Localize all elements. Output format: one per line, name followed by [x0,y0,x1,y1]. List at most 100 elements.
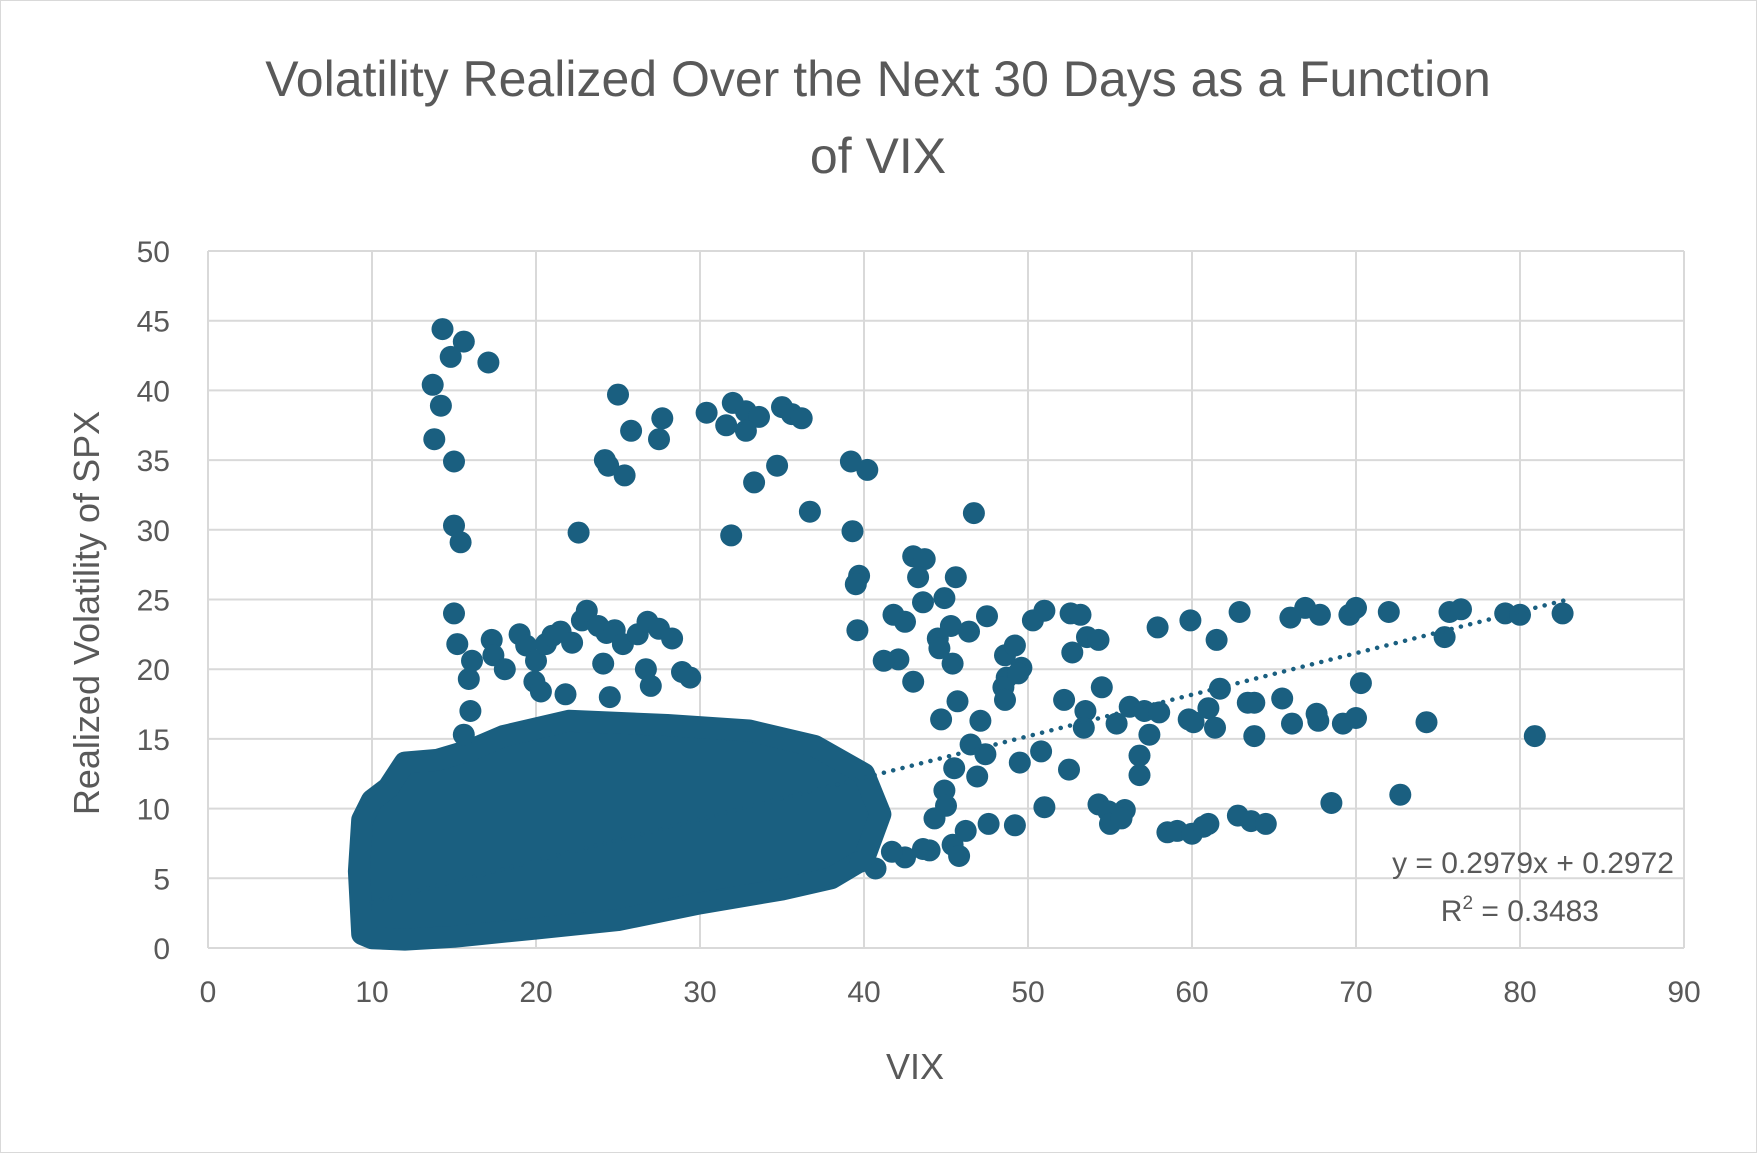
data-point [1205,628,1228,651]
y-tick-label: 20 [137,654,170,687]
data-point [1090,676,1113,699]
data-point [977,812,1000,835]
x-tick-label: 0 [200,976,217,1009]
data-point [841,520,864,543]
data-point [567,521,590,544]
data-point [477,351,500,374]
chart-title-line-2: of VIX [810,128,946,184]
y-tick-label: 10 [137,794,170,827]
data-point [962,502,985,525]
data-point [1243,691,1266,714]
data-point [431,318,454,341]
data-point [974,743,997,766]
data-point [561,631,584,654]
data-point [1243,725,1266,748]
data-point [459,700,482,722]
data-point [607,383,629,406]
data-point [446,633,469,656]
data-point [529,680,552,703]
data-point [958,620,980,643]
y-tick-label: 30 [137,515,170,548]
y-tick-label: 15 [137,724,170,757]
data-point [1450,598,1472,621]
data-point [1128,744,1151,767]
data-point [856,458,879,481]
data-point [954,819,977,842]
data-point [1003,634,1026,657]
data-point [421,373,444,396]
data-point [846,619,869,642]
y-tick-label: 25 [137,585,170,618]
data-point [913,548,936,571]
data-point [429,394,452,417]
x-tick-label: 90 [1667,976,1700,1009]
data-point [1061,641,1084,664]
data-point [1053,688,1076,711]
data-point [941,652,964,675]
data-point [930,708,953,731]
data-point [844,573,867,596]
x-tick-label: 40 [847,976,880,1009]
trendline-layer [369,596,1572,905]
data-point [1074,700,1097,722]
x-tick-label: 60 [1175,976,1208,1009]
x-tick-label: 10 [355,976,388,1009]
data-point [976,605,998,628]
data-point [943,757,966,780]
data-point [948,845,971,867]
data-point [894,610,916,633]
x-tick-label: 50 [1011,976,1044,1009]
data-point [695,401,718,424]
data-point [1551,602,1574,625]
data-point [639,674,662,697]
data-point [849,850,872,873]
data-point [1148,701,1171,724]
data-point [449,531,472,554]
data-point [1033,599,1056,622]
data-point [912,838,934,860]
data-point [598,686,621,709]
data-point [443,514,465,537]
data-point [1509,603,1531,626]
chart-title-line-1: Volatility Realized Over the Next 30 Day… [265,51,1491,107]
data-point [443,450,465,473]
data-point [661,627,684,650]
data-point [651,407,674,430]
data-point [766,454,789,477]
data-point [1228,601,1251,623]
data-point [1030,740,1053,763]
data-point [1182,711,1205,734]
y-tick-label: 45 [137,306,170,339]
y-tick-label: 40 [137,375,170,408]
data-point [1197,697,1220,720]
data-point [1128,764,1151,787]
data-point [872,649,895,672]
x-axis-title: VIX [886,1046,944,1087]
data-point [1146,616,1169,639]
data-point [1007,662,1030,685]
r2-prefix: R [1441,895,1463,928]
data-point [946,690,969,713]
data-point [1197,812,1220,835]
data-point [715,414,738,437]
x-tick-label: 30 [683,976,716,1009]
data-point [939,615,962,637]
data-point [790,407,813,430]
data-point [634,658,657,681]
data-point [1307,709,1330,732]
data-point [525,649,547,672]
data-point [839,450,862,473]
data-point [457,668,480,690]
data-points [421,318,1574,880]
r2-superscript: 2 [1462,893,1473,914]
data-point [798,500,821,523]
data-point [452,330,475,353]
data-point [880,840,903,863]
data-point [1069,603,1092,626]
data-point [648,428,670,451]
data-point [1345,596,1367,619]
data-point [928,637,951,660]
dense-point-cloud [347,709,892,951]
data-point [1349,672,1372,695]
